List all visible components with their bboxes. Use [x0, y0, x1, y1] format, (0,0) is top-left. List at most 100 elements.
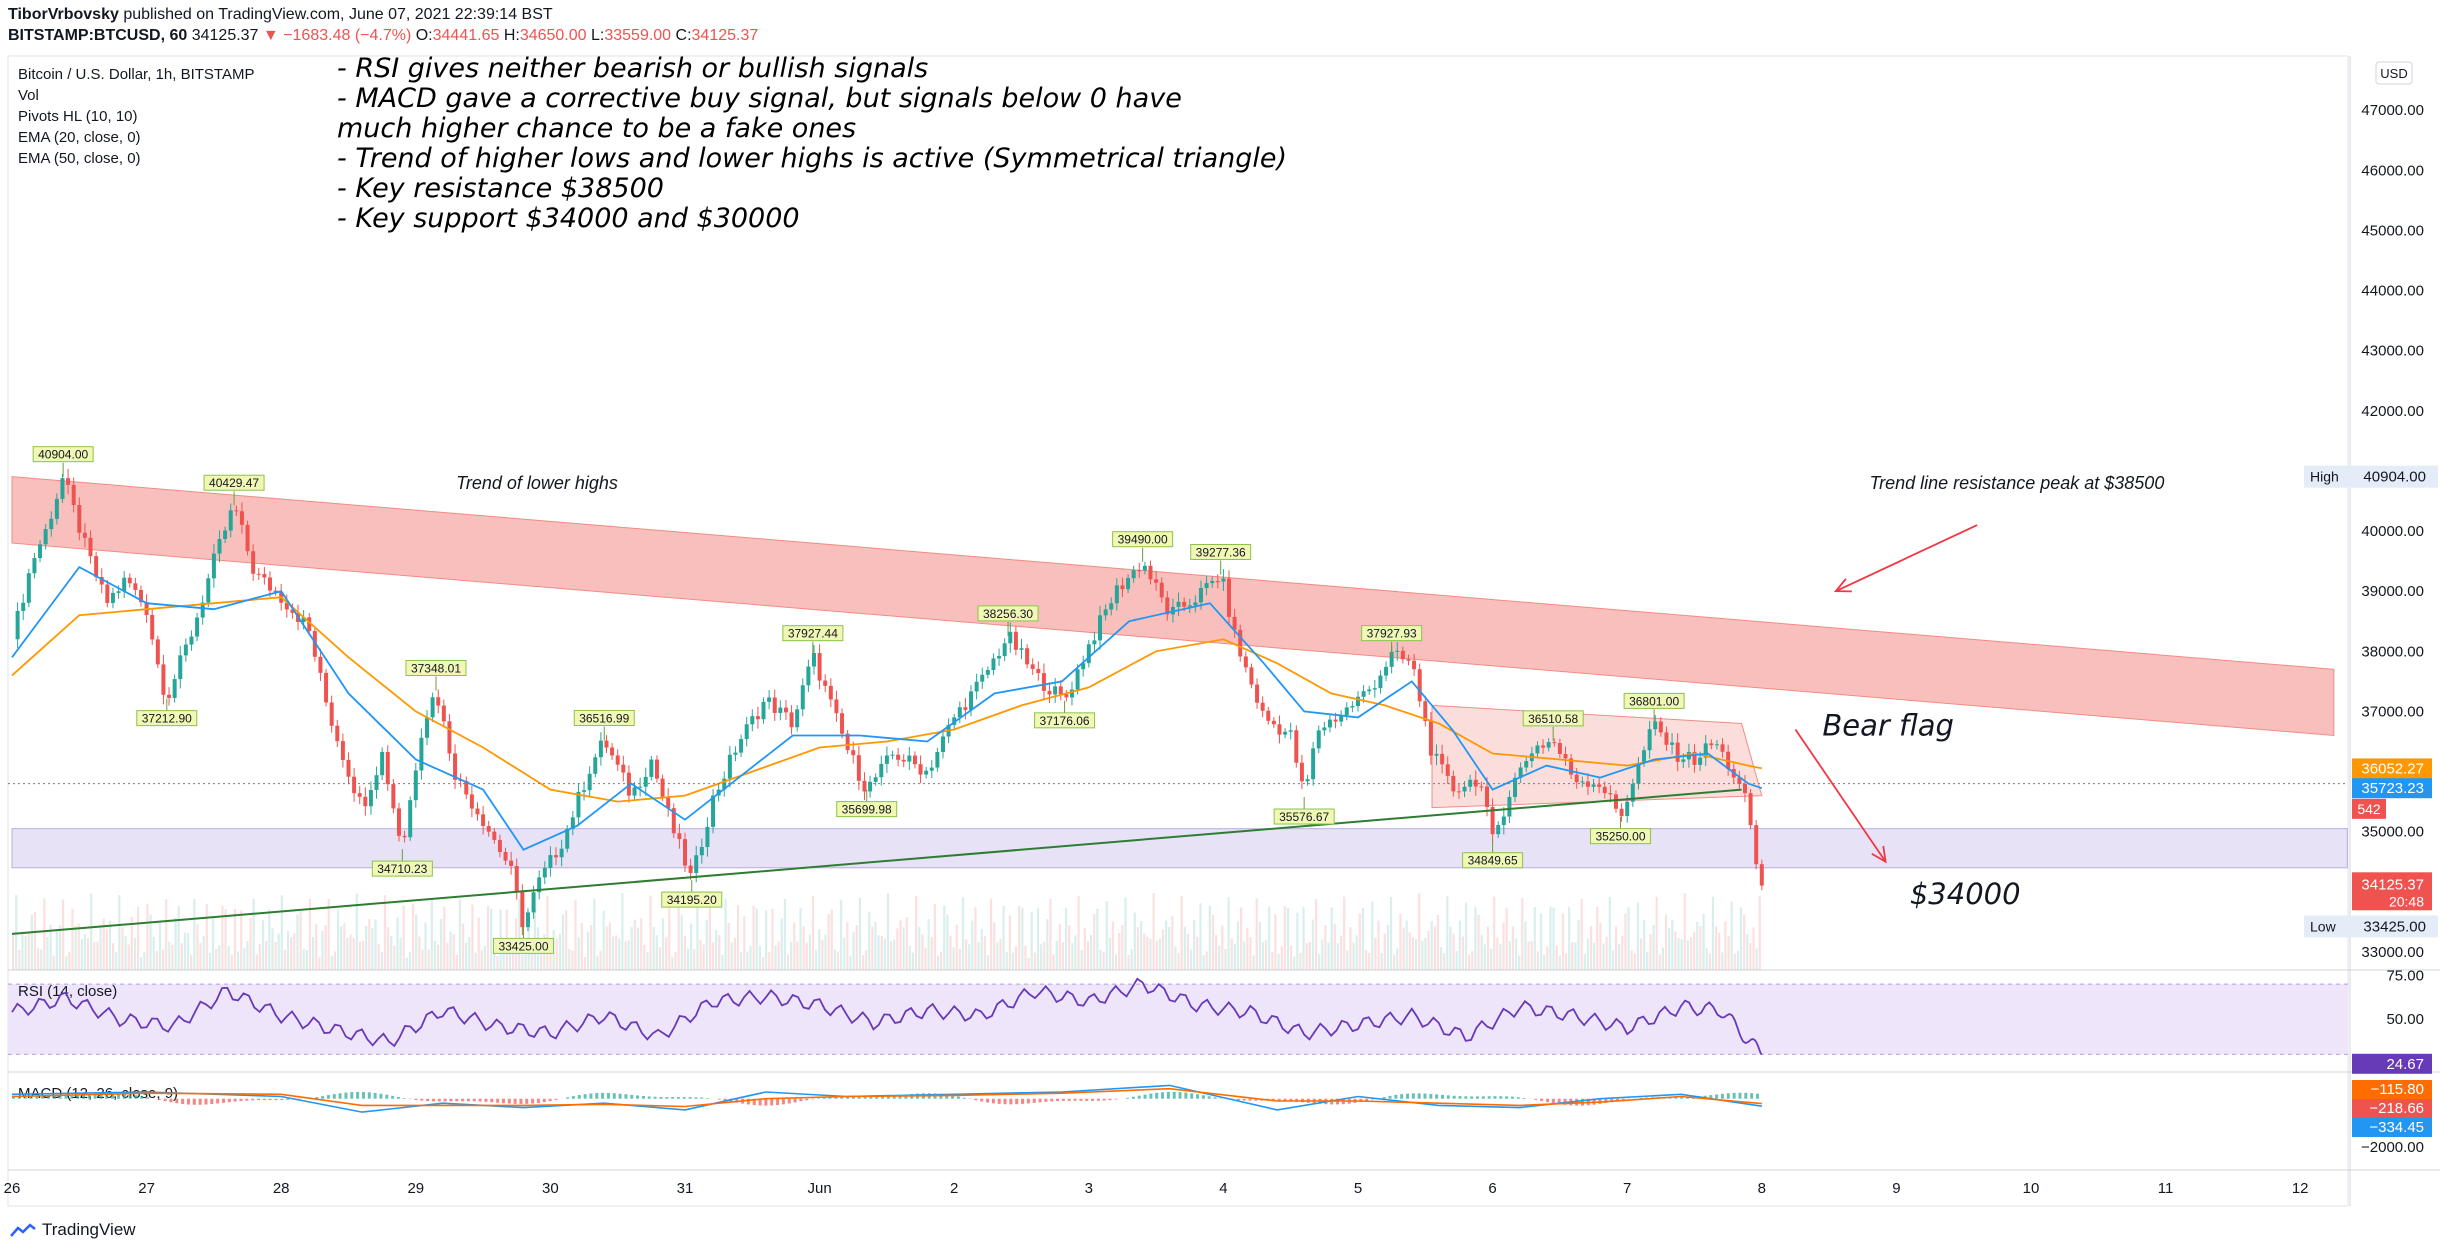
- volume-bar: [130, 916, 133, 970]
- volume-bar: [1736, 950, 1740, 970]
- macd-hist-bar: [1196, 1094, 1200, 1099]
- candle-body: [1367, 689, 1372, 692]
- volume-bar: [952, 947, 955, 970]
- candle-body: [127, 577, 132, 584]
- pivot-box: [492, 937, 554, 954]
- volume-bar: [165, 899, 168, 970]
- volume-bar: [380, 952, 383, 970]
- volume-bar: [1136, 927, 1140, 970]
- volume-bar: [290, 937, 293, 970]
- macd-hist-bar: [1213, 1097, 1217, 1099]
- candle-body: [593, 757, 598, 774]
- candle-body: [54, 498, 59, 519]
- volume-bar: [255, 954, 258, 970]
- legend-pivots[interactable]: Pivots HL (10, 10): [18, 108, 138, 125]
- publisher-name[interactable]: TiborVrbovsky: [8, 6, 119, 23]
- candle-body: [699, 847, 704, 856]
- volume-bar: [1127, 954, 1130, 970]
- legend-vol[interactable]: Vol: [18, 87, 39, 104]
- volume-bar: [293, 933, 296, 970]
- candle-body: [722, 778, 727, 790]
- macd-hist-bar: [676, 1096, 680, 1099]
- volume-bar: [1443, 953, 1446, 970]
- volume-bar: [1277, 953, 1280, 970]
- volume-bar: [1493, 896, 1496, 970]
- legend-ema20[interactable]: EMA (20, close, 0): [18, 129, 141, 146]
- candle-body: [531, 892, 536, 913]
- macd-hist-bar: [12, 1096, 15, 1099]
- price-tick-label: 46000.00: [2361, 162, 2424, 179]
- volume-bar: [715, 930, 718, 970]
- symbol-line: BITSTAMP:BTCUSD, 60 34125.37 ▼ −1683.48 …: [8, 27, 758, 45]
- volume-bar: [974, 907, 977, 970]
- annotation-text: Bear flag: [1822, 708, 1954, 742]
- macd-hist-bar: [746, 1098, 750, 1105]
- macd-hist-bar: [1755, 1093, 1759, 1099]
- candle-body: [660, 778, 665, 797]
- macd-hist-bar: [227, 1098, 231, 1103]
- macd-hist-bar: [1522, 1097, 1526, 1099]
- volume-bar: [1330, 907, 1333, 970]
- macd-hist-bar: [1102, 1098, 1106, 1101]
- ema20-line: [11, 565, 1763, 851]
- macd-hist-bar: [99, 1094, 103, 1099]
- candles: [15, 468, 1764, 936]
- macd-hist-bar: [484, 1098, 488, 1102]
- volume-bar: [140, 957, 143, 970]
- volume-bar: [908, 945, 911, 970]
- candle-body: [1518, 767, 1523, 778]
- pivot-box: [1589, 828, 1651, 845]
- candle-body: [329, 702, 334, 726]
- macd-hist-bar: [443, 1098, 447, 1102]
- volume-bar: [271, 928, 274, 970]
- candle-body: [1546, 742, 1551, 748]
- macd-hist-bar: [1166, 1091, 1170, 1099]
- volume-bar: [1077, 896, 1080, 970]
- macd-hist-bar: [1073, 1098, 1077, 1101]
- legend-title[interactable]: Bitcoin / U.S. Dollar, 1h, BITSTAMP: [18, 66, 255, 83]
- pivot-box: [1361, 625, 1423, 642]
- macd-hist-bar: [350, 1092, 354, 1099]
- legend-ema50[interactable]: EMA (50, close, 0): [18, 150, 141, 167]
- volume-bar: [1227, 897, 1230, 970]
- volume-bar: [46, 937, 49, 970]
- pivot-label: 35250.00: [1589, 816, 1651, 845]
- candle-body: [1591, 784, 1596, 787]
- volume-bar: [1630, 950, 1633, 970]
- volume-bar: [1058, 923, 1061, 970]
- volume-bar: [968, 944, 971, 970]
- candle-body: [598, 740, 603, 758]
- volume-bar: [1371, 901, 1374, 970]
- volume-bar: [352, 938, 355, 970]
- volume-bar: [1564, 953, 1568, 970]
- candle-body: [1350, 706, 1355, 708]
- candle-body: [997, 656, 1002, 659]
- pivot-label: 37348.01: [405, 660, 467, 691]
- macd-hist-bar: [198, 1098, 202, 1105]
- footer-brand[interactable]: TradingView: [10, 1220, 136, 1240]
- volume-bar: [224, 909, 227, 970]
- macd-hist-bar: [338, 1093, 342, 1099]
- candle-body: [1479, 786, 1484, 788]
- volume-bar: [893, 939, 896, 970]
- volume-bar: [930, 937, 933, 970]
- candle-body: [1243, 656, 1248, 668]
- macd-hist-bar: [116, 1093, 120, 1099]
- candle-body: [1159, 582, 1164, 598]
- volume-bar: [1743, 915, 1746, 970]
- candle-body: [150, 614, 155, 640]
- volume-bar: [540, 942, 543, 970]
- candle-body: [1389, 651, 1394, 667]
- volume-bar: [1208, 905, 1211, 970]
- pivot-label: 36516.99: [573, 709, 635, 741]
- candle-body: [907, 755, 912, 762]
- volume-bar: [168, 941, 171, 970]
- price-tick-label: 33000.00: [2361, 944, 2424, 961]
- volume-bar: [586, 931, 590, 970]
- candle-body: [1658, 721, 1663, 733]
- candle-body: [570, 817, 575, 829]
- candle-body: [840, 713, 845, 734]
- volume-bar: [1071, 942, 1074, 970]
- candle-body: [1316, 730, 1321, 749]
